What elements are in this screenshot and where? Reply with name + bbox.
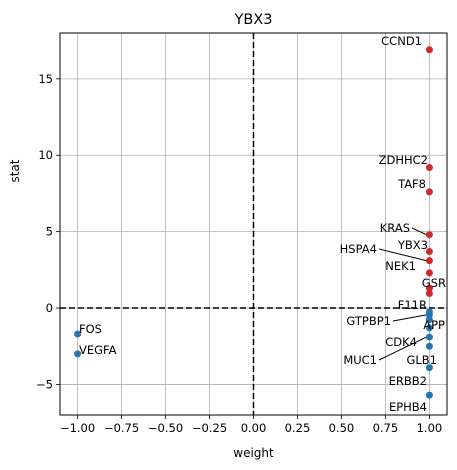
point-label: EPHB4 [389,400,427,414]
data-point [425,342,433,350]
data-point [425,257,433,265]
point-label: APP [423,318,445,332]
point-label: GTPBP1 [346,314,391,328]
reference-lines [60,33,447,415]
x-tick-label: 1.00 [417,421,443,435]
y-tick-label: 10 [38,148,53,162]
x-tick-label: −0.25 [192,421,227,435]
label-connector [378,336,427,361]
point-label: F11R [398,298,427,312]
point-label: NEK1 [385,259,416,273]
y-axis-label: stat [8,159,22,182]
data-point [425,290,433,298]
point-label: VEGFA [79,343,117,357]
label-connector [411,227,427,236]
data-point [425,248,433,256]
point-label: HSPA4 [340,242,377,256]
x-tick-label: 0.00 [241,421,267,435]
x-tick-label: 0.25 [285,421,311,435]
point-label: FOS [79,322,102,336]
point-label: CDK4 [385,335,417,349]
data-point [425,333,433,341]
x-tick-label: −0.50 [148,421,183,435]
y-tick-label: 15 [38,72,53,86]
data-point [425,188,433,196]
x-tick-label: 0.50 [329,421,355,435]
data-points [74,46,433,399]
data-point [425,163,433,171]
label-connectors [378,227,427,361]
y-tick-label: 5 [46,225,53,239]
data-point [425,391,433,399]
x-axis-ticks: −1.00 −0.75 −0.50 −0.25 0.00 0.25 0.50 0.75 1.00 [60,415,442,435]
x-tick-label: −1.00 [60,421,95,435]
x-axis-label: weight [233,446,274,460]
point-label: CCND1 [381,34,422,48]
data-point [425,284,433,292]
data-point [425,46,433,54]
data-point [425,231,433,239]
point-label: GSR [422,276,446,290]
point-labels: CCND1 ZDHHC2 TAF8 KRAS YBX3 HSPA4 NEK1 GSR F11R G… [79,34,446,414]
point-label: TAF8 [397,177,426,191]
point-label: YBX3 [397,238,428,252]
point-label: GLB1 [406,353,437,367]
point-label: ERBB2 [389,374,427,388]
data-point [425,364,433,372]
data-point [74,330,82,338]
point-label: ZDHHC2 [379,153,428,167]
data-point [74,350,82,358]
data-point [425,269,433,277]
label-connector [392,314,427,322]
x-tick-label: 0.75 [373,421,399,435]
data-point [425,316,433,323]
x-tick-label: −0.75 [104,421,139,435]
y-axis-ticks: −5 0 5 10 15 [36,72,60,391]
label-connector [378,248,427,262]
point-label: KRAS [380,221,410,235]
point-label: MUC1 [343,353,377,367]
chart-title: YBX3 [234,12,273,28]
data-point [425,324,433,332]
y-tick-label: 0 [46,301,53,315]
y-tick-label: −5 [36,377,53,391]
